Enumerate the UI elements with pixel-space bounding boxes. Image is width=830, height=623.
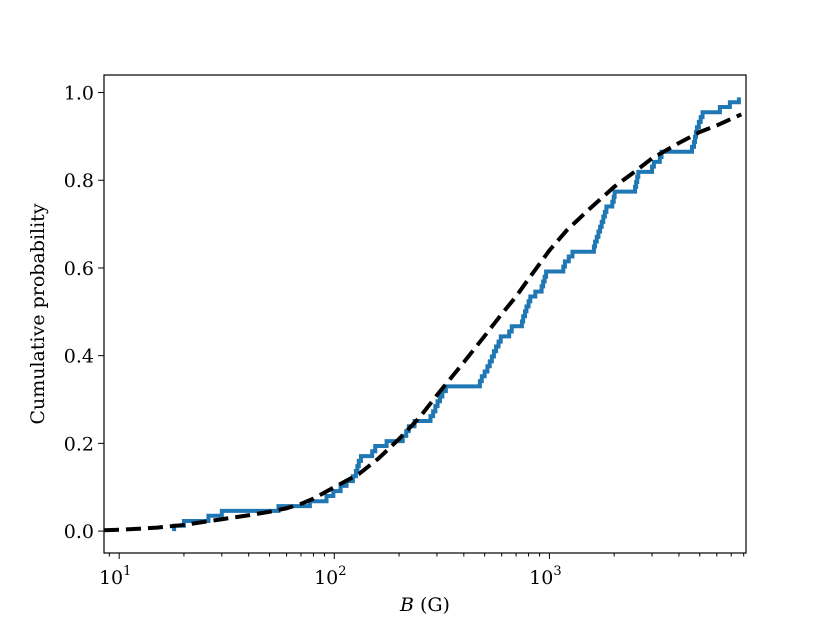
y-tick-label: 0.6 [64,258,94,280]
x-tick-label: 101 [99,564,131,589]
x-tick-label-base: 10 [529,567,553,589]
x-tick-label-base: 10 [99,567,123,589]
y-tick-label: 0.4 [64,346,94,368]
empirical-cdf-line [172,97,741,532]
x-axis-title-symbol: B [399,594,414,616]
plot-background [104,75,746,553]
x-tick-label-exponent: 1 [123,564,131,579]
x-tick-label-exponent: 2 [338,564,346,579]
x-axis-title-unit: (G) [420,594,450,616]
x-tick-label: 102 [314,564,346,589]
series-layer [103,97,743,533]
y-tick-label: 1.0 [64,83,94,105]
fit-curve-line [103,112,743,533]
plot-frame [103,74,747,554]
x-axis-title: B (G) [399,594,450,616]
x-tick-label-exponent: 3 [553,564,561,579]
y-tick-label: 0.2 [64,433,94,455]
x-axis: 101 102 103 [99,553,745,589]
y-axis: 0.0 0.2 0.4 0.6 0.8 1.0 [64,83,104,543]
y-tick-label: 0.0 [64,521,94,543]
y-tick-label: 0.8 [64,170,94,192]
x-tick-label: 103 [529,564,561,589]
x-tick-label-base: 10 [314,567,338,589]
y-axis-title: Cumulative probability [27,203,49,424]
